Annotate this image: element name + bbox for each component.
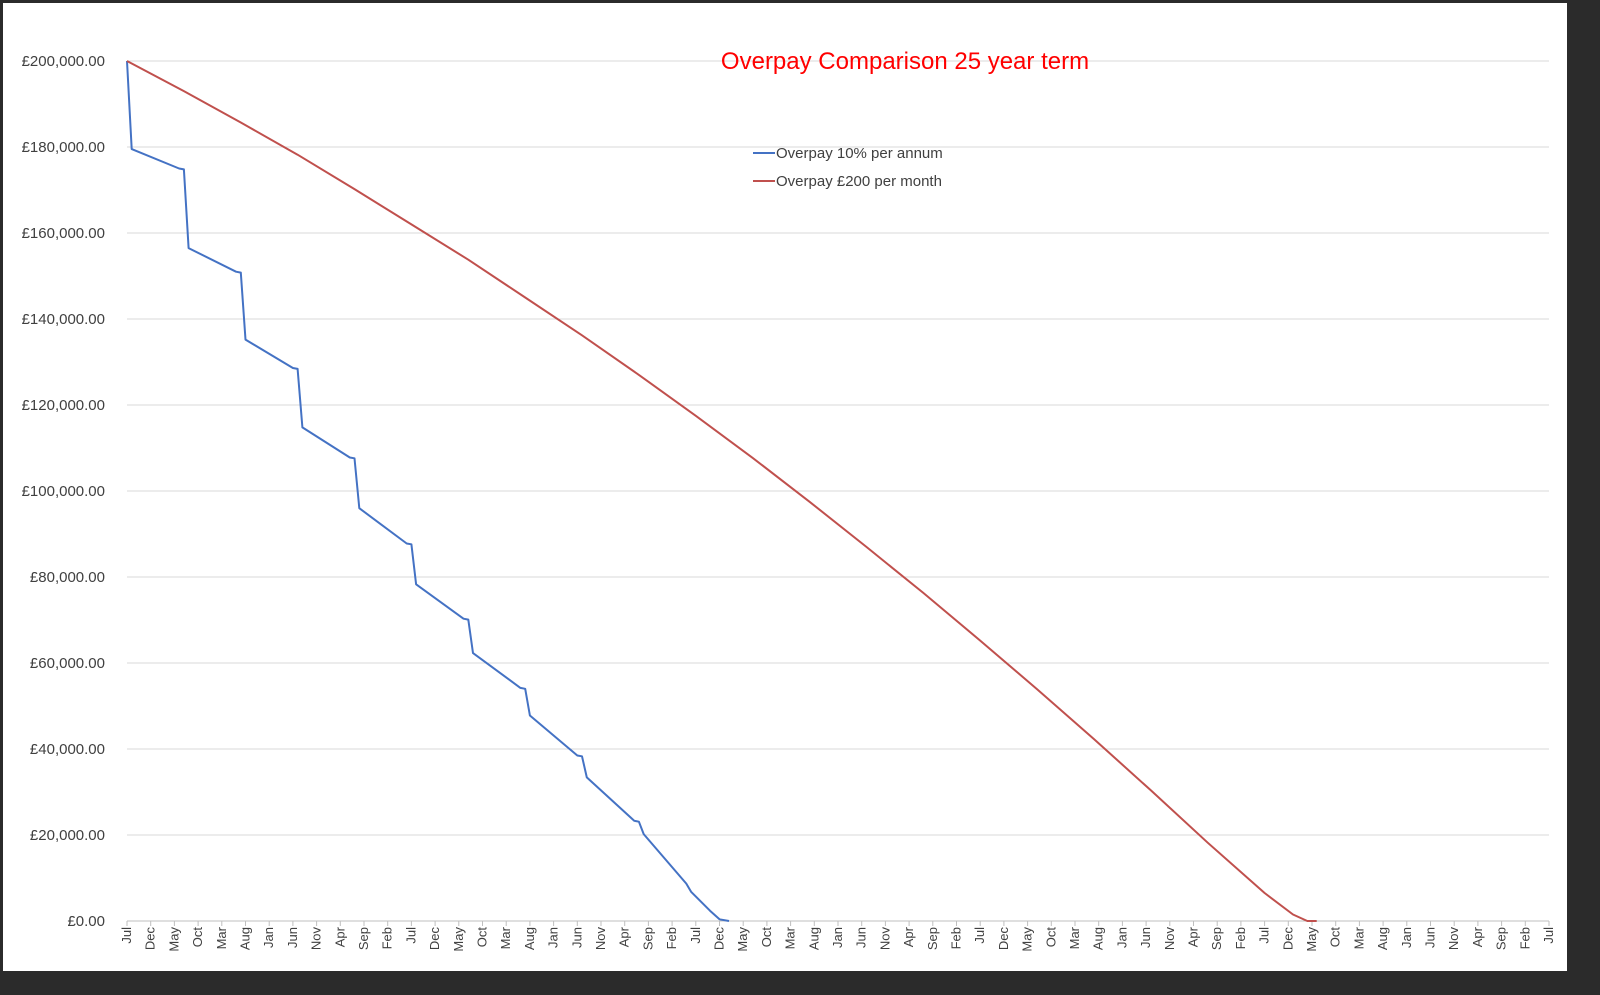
chart-title: Overpay Comparison 25 year term: [721, 48, 1089, 75]
x-tick-label: May: [166, 927, 181, 952]
x-tick-label: Mar: [783, 926, 798, 949]
x-tick-label: Sep: [356, 927, 371, 950]
x-tick-label: Feb: [1233, 927, 1248, 949]
line-chart: £0.00 £20,000.00 £40,000.00 £60,000.00 £80,0…: [22, 48, 1556, 952]
y-tick-label: £60,000.00: [30, 655, 105, 672]
series-lines: [126, 60, 1317, 922]
x-tick-label: May: [451, 927, 466, 952]
x-tick-label: Sep: [1209, 927, 1224, 950]
y-tick-label: £120,000.00: [22, 397, 105, 414]
x-tick-label: Oct: [475, 927, 490, 948]
x-tick-label: Oct: [759, 927, 774, 948]
x-tick-label: Jul: [972, 927, 987, 944]
x-tick-label: Aug: [522, 927, 537, 950]
x-tick-label: Nov: [1446, 927, 1461, 951]
x-tick-label: Aug: [1375, 927, 1390, 950]
x-tick-label: Jan: [546, 927, 561, 948]
x-tick-label: Aug: [238, 927, 253, 950]
x-tick-label: Feb: [949, 927, 964, 949]
x-tick-label: Jul: [1541, 927, 1556, 944]
x-tick-label: Apr: [1186, 926, 1201, 947]
x-tick-label: Jul: [688, 927, 703, 944]
x-tick-label: Sep: [925, 927, 940, 950]
x-tick-label: Nov: [1162, 927, 1177, 951]
x-tick-label: Mar: [1067, 926, 1082, 949]
x-tick-label: Aug: [806, 927, 821, 950]
x-tick-label: Apr: [617, 926, 632, 947]
x-tick-label: Mar: [214, 926, 229, 949]
x-tick-label: Jul: [403, 927, 418, 944]
x-tick-label: Apr: [332, 926, 347, 947]
x-tick-label: Apr: [1470, 926, 1485, 947]
x-tick-label: Sep: [1494, 927, 1509, 950]
x-axis: Jul Dec May Oct Mar Aug Jan Jun Nov Apr Sep Feb Jul D…: [119, 921, 1556, 952]
chart-area: £0.00 £20,000.00 £40,000.00 £60,000.00 £80,0…: [3, 3, 1567, 971]
x-tick-label: Feb: [664, 927, 679, 949]
x-tick-label: Dec: [143, 927, 158, 951]
legend: Overpay 10% per annum Overpay £200 per m…: [753, 145, 943, 190]
legend-item: Overpay £200 per month: [753, 173, 942, 190]
x-tick-label: Feb: [1517, 927, 1532, 949]
legend-label: Overpay £200 per month: [776, 173, 942, 190]
x-tick-label: Oct: [1328, 927, 1343, 948]
series-line-0: [126, 60, 730, 922]
x-tick-label: Jan: [1114, 927, 1129, 948]
x-tick-label: Jan: [261, 927, 276, 948]
gridlines: [127, 60, 1549, 922]
y-tick-label: £0.00: [67, 913, 105, 930]
x-tick-label: Mar: [1351, 926, 1366, 949]
legend-item: Overpay 10% per annum: [753, 145, 943, 162]
x-tick-label: Nov: [309, 927, 324, 951]
x-tick-label: Jul: [119, 927, 134, 944]
x-tick-label: Apr: [901, 926, 916, 947]
x-tick-label: Dec: [427, 927, 442, 951]
x-tick-label: Oct: [190, 927, 205, 948]
x-tick-label: Jun: [1138, 927, 1153, 948]
series-line-1: [126, 60, 1317, 922]
y-tick-label: £100,000.00: [22, 483, 105, 500]
legend-label: Overpay 10% per annum: [776, 145, 943, 162]
x-tick-label: Nov: [877, 927, 892, 951]
x-tick-label: Oct: [1043, 927, 1058, 948]
x-tick-label: Jan: [1399, 927, 1414, 948]
x-tick-label: Jun: [285, 927, 300, 948]
x-tick-label: Jan: [830, 927, 845, 948]
y-tick-label: £20,000.00: [30, 827, 105, 844]
x-tick-label: Dec: [1280, 927, 1295, 951]
x-tick-label: Jun: [569, 927, 584, 948]
y-tick-label: £140,000.00: [22, 311, 105, 328]
x-tick-label: May: [1020, 927, 1035, 952]
x-tick-label: Dec: [996, 927, 1011, 951]
x-tick-label: Dec: [712, 927, 727, 951]
y-tick-label: £40,000.00: [30, 741, 105, 758]
x-tick-label: May: [1304, 927, 1319, 952]
x-tick-label: Nov: [593, 927, 608, 951]
x-tick-label: Sep: [640, 927, 655, 950]
y-tick-label: £180,000.00: [22, 139, 105, 156]
x-tick-label: Mar: [498, 926, 513, 949]
x-tick-label: Feb: [380, 927, 395, 949]
x-tick-label: Jun: [854, 927, 869, 948]
y-tick-label: £80,000.00: [30, 569, 105, 586]
x-tick-label: Aug: [1091, 927, 1106, 950]
y-tick-label: £160,000.00: [22, 225, 105, 242]
y-axis: £0.00 £20,000.00 £40,000.00 £60,000.00 £80,0…: [22, 53, 105, 930]
x-tick-label: Jun: [1423, 927, 1438, 948]
y-tick-label: £200,000.00: [22, 53, 105, 70]
x-tick-label: Jul: [1257, 927, 1272, 944]
x-tick-label: May: [735, 927, 750, 952]
